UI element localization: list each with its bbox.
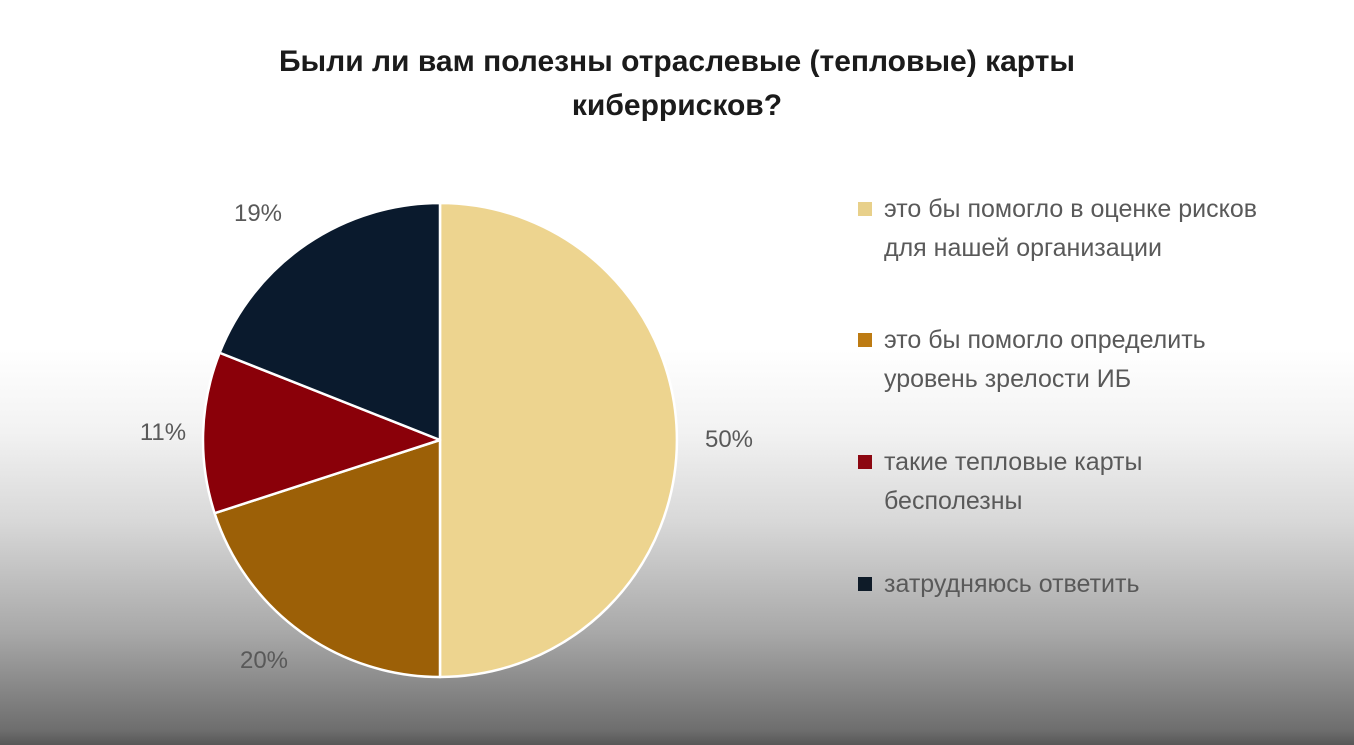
chart-title-text: Были ли вам полезны отраслевые (тепловые… (278, 45, 1076, 122)
data-label-50: 50% (704, 426, 754, 453)
legend-swatch (858, 333, 872, 347)
pie-chart (201, 201, 679, 679)
data-label-20: 20% (239, 647, 289, 674)
pie-slice-0 (438, 201, 679, 679)
pie-slice-1 (213, 438, 442, 679)
pie-slice-2 (201, 351, 442, 515)
legend-label: такие тепловые карты бесполезны (884, 448, 1143, 515)
legend-item: затрудняюсь ответить (858, 565, 1284, 604)
legend-swatch (858, 455, 872, 469)
legend-swatch (858, 577, 872, 591)
chart-title: Были ли вам полезны отраслевые (тепловые… (0, 40, 1354, 128)
pie-slice-3 (218, 201, 442, 442)
legend-item: это бы помогло определить уровень зрелос… (858, 321, 1284, 399)
legend-label: затрудняюсь ответить (884, 570, 1140, 598)
legend-label: это бы помогло определить уровень зрелос… (884, 326, 1206, 393)
legend-item: такие тепловые карты бесполезны (858, 443, 1284, 521)
legend-swatch (858, 202, 872, 216)
data-label-11: 11% (139, 419, 187, 446)
data-label-19: 19% (233, 200, 283, 227)
legend-label: это бы помогло в оценке рисков для нашей… (884, 195, 1257, 262)
legend-item: это бы помогло в оценке рисков для нашей… (858, 190, 1284, 268)
